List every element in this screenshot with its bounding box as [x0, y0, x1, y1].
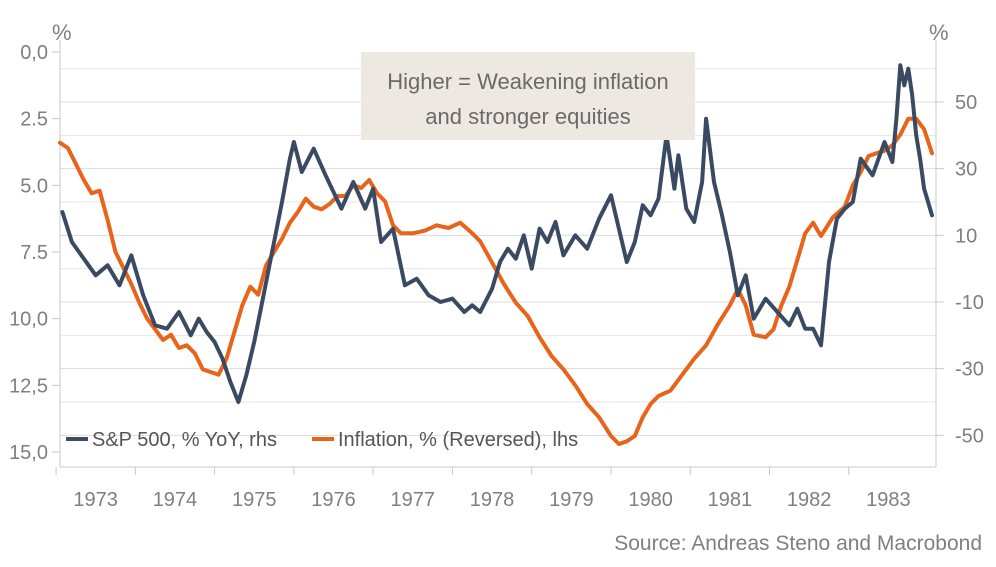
right-tick-label: 10 — [955, 225, 977, 247]
right-tick-label: -10 — [955, 292, 984, 314]
right-tick-label: -30 — [955, 359, 984, 381]
legend-label-inflation: Inflation, % (Reversed), lhs — [338, 429, 578, 451]
right-axis-ticks: 50 30 10 -10 -30 -50 — [936, 92, 984, 447]
gridlines — [60, 68, 936, 436]
left-tick-label: 2.5 — [20, 109, 48, 131]
left-tick-label: 15,0 — [9, 442, 48, 464]
right-tick-label: -50 — [955, 425, 984, 447]
x-tick-label: 1973 — [73, 489, 118, 511]
x-tick-label: 1983 — [866, 489, 911, 511]
x-tick-label: 1974 — [153, 489, 198, 511]
x-tick-label: 1979 — [549, 489, 594, 511]
x-tick-label: 1976 — [311, 489, 356, 511]
x-tick-label: 1978 — [470, 489, 515, 511]
series-layer — [58, 63, 934, 446]
left-tick-label: 12,5 — [9, 375, 48, 397]
left-axis-ticks: 0,0 2.5 5.0 7.5 10,0 12,5 15,0 — [9, 42, 60, 464]
x-tick-label: 1980 — [628, 489, 673, 511]
annotation-line-2: and stronger equities — [425, 104, 630, 129]
legend-label-sp500: S&P 500, % YoY, rhs — [92, 429, 277, 451]
left-tick-label: 0,0 — [20, 42, 48, 64]
left-tick-label: 5.0 — [20, 175, 48, 197]
x-axis-ticks: 1973 1974 1975 1976 1977 1978 1979 1980 1981 1982… — [55, 467, 911, 511]
right-tick-label: 30 — [955, 159, 977, 181]
left-unit-label: % — [52, 20, 72, 45]
right-unit-label: % — [929, 20, 949, 45]
x-tick-label: 1977 — [391, 489, 436, 511]
annotation-line-1: Higher = Weakening inflation — [387, 69, 669, 94]
left-tick-label: 10,0 — [9, 309, 48, 331]
right-tick-label: 50 — [955, 92, 977, 114]
series-sp500-line — [60, 63, 934, 404]
series-inflation-line — [58, 116, 934, 446]
x-tick-label: 1982 — [787, 489, 832, 511]
legend: S&P 500, % YoY, rhs Inflation, % (Revers… — [66, 429, 578, 451]
x-tick-label: 1975 — [232, 489, 277, 511]
source-note: Source: Andreas Steno and Macrobond — [614, 532, 982, 555]
x-tick-label: 1981 — [708, 489, 753, 511]
annotation-box — [361, 52, 695, 140]
left-tick-label: 7.5 — [20, 242, 48, 264]
